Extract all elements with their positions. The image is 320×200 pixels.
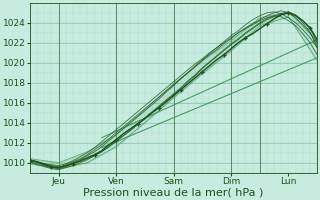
X-axis label: Pression niveau de la mer( hPa ): Pression niveau de la mer( hPa ): [84, 187, 264, 197]
